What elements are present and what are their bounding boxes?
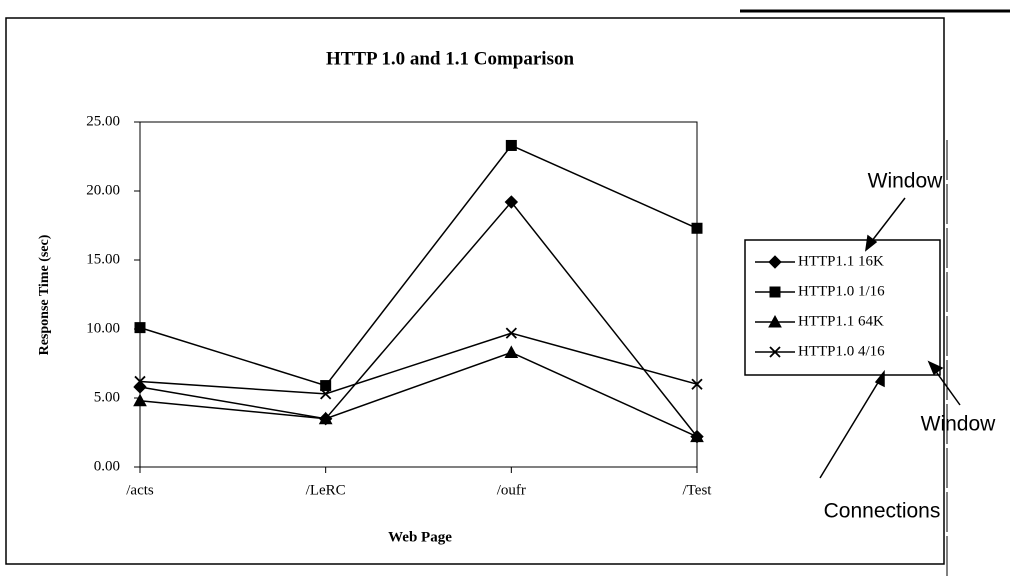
legend-label: HTTP1.1 16K xyxy=(798,253,884,269)
x-tick-label: /oufr xyxy=(497,482,526,498)
data-point xyxy=(320,388,332,400)
y-axis-label: Response Time (sec) xyxy=(37,234,52,355)
chart-frame xyxy=(5,17,945,565)
series-line xyxy=(139,200,698,438)
y-tick-label: 0.00 xyxy=(94,458,120,474)
arrow-head xyxy=(864,234,878,252)
legend-marker xyxy=(768,314,782,328)
annotation: Connections xyxy=(824,500,941,523)
chart-title: HTTP 1.0 and 1.1 Comparison xyxy=(326,48,575,69)
series-line xyxy=(139,144,698,387)
data-point xyxy=(504,345,519,358)
series-line xyxy=(139,351,698,438)
y-tick-label: 25.00 xyxy=(86,113,120,129)
legend-label: HTTP1.1 64K xyxy=(798,313,884,329)
data-point xyxy=(504,195,519,209)
x-tick-label: /LeRC xyxy=(306,482,346,498)
legend-label: HTTP1.0 1/16 xyxy=(798,283,885,299)
x-tick-label: /Test xyxy=(683,482,713,498)
data-point xyxy=(133,393,147,407)
data-point xyxy=(134,322,146,334)
y-tick-label: 20.00 xyxy=(86,182,120,198)
y-tick-label: 5.00 xyxy=(94,389,120,405)
legend-marker xyxy=(768,255,782,269)
y-tick-label: 15.00 xyxy=(86,251,120,267)
annotation: Window xyxy=(868,170,944,193)
data-point xyxy=(690,429,704,443)
arrows xyxy=(819,197,961,479)
legend-label: HTTP1.0 4/16 xyxy=(798,343,885,359)
data-point xyxy=(318,411,333,425)
legend-marker xyxy=(769,346,781,358)
data-point xyxy=(134,375,146,388)
x-axis-label: Web Page xyxy=(388,529,452,545)
annotation: Window xyxy=(921,413,997,436)
data-point xyxy=(320,380,332,392)
y-tick-label: 10.00 xyxy=(86,320,120,336)
plot-area xyxy=(139,121,698,468)
data-point xyxy=(505,327,517,339)
arrow xyxy=(867,197,906,247)
series-line xyxy=(139,332,698,395)
legend-marker xyxy=(769,286,781,298)
data-point xyxy=(691,222,703,234)
arrow xyxy=(819,375,883,479)
data-point xyxy=(691,378,703,390)
data-point xyxy=(505,139,517,151)
x-tick-label: /acts xyxy=(126,482,154,498)
arrow-head xyxy=(874,369,885,388)
arrow-head xyxy=(927,360,944,376)
